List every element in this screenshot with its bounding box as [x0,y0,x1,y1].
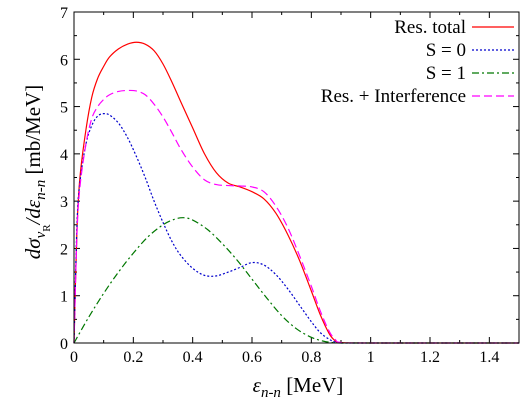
y-axis-sub-nn: n-n [33,180,49,200]
x-axis-subscript: n-n [261,385,281,401]
plot-frame [73,11,520,344]
y-tick-label: 1 [60,289,68,306]
x-tick-label: 0.4 [183,349,203,366]
y-tick-label: 0 [60,336,68,353]
x-tick-label: 0.8 [301,349,321,366]
series-line-2 [73,217,519,344]
x-axis-unit: [MeV] [281,373,343,397]
y-tick-label: 2 [60,241,68,258]
y-axis-mid: /dε [21,199,45,225]
x-tick-label: 0.2 [123,349,143,366]
series-layer [73,41,520,344]
y-tick-label: 4 [60,147,68,164]
legend-label-0: Res. total [394,17,466,38]
x-tick-label: 0.6 [242,349,262,366]
x-tick-label: 1 [367,349,375,366]
y-axis-unit: [mb/MeV] [21,85,45,180]
legend-label-3: Res. + Interference [321,86,466,107]
y-tick-label: 7 [60,5,68,22]
series-line-0 [73,41,520,344]
y-axis-title: dσνR/dεn-n [mb/MeV] [21,85,53,260]
x-tick-label: 1.2 [420,349,440,366]
series-line-1 [73,112,519,344]
y-tick-label: 5 [60,100,68,117]
y-axis-d-sigma: dσ [21,237,45,260]
x-tick-label: 0 [70,349,78,366]
y-axis-sub-nu: ν [33,231,49,238]
legend-label-1: S = 0 [426,40,466,61]
x-axis-title: εn-n [MeV] [253,373,344,401]
y-axis-sub-R: R [41,224,53,232]
legend-label-2: S = 1 [426,63,466,84]
x-axis-symbol: ε [253,373,262,397]
ticks: 0 0.2 0.4 0.6 0.8 1 1.2 1.4 0 1 2 3 4 5 6 7 [60,5,520,366]
y-tick-label: 3 [60,194,68,211]
series-line-3 [73,89,520,344]
x-tick-label: 1.4 [479,349,499,366]
y-tick-label: 6 [60,52,68,69]
